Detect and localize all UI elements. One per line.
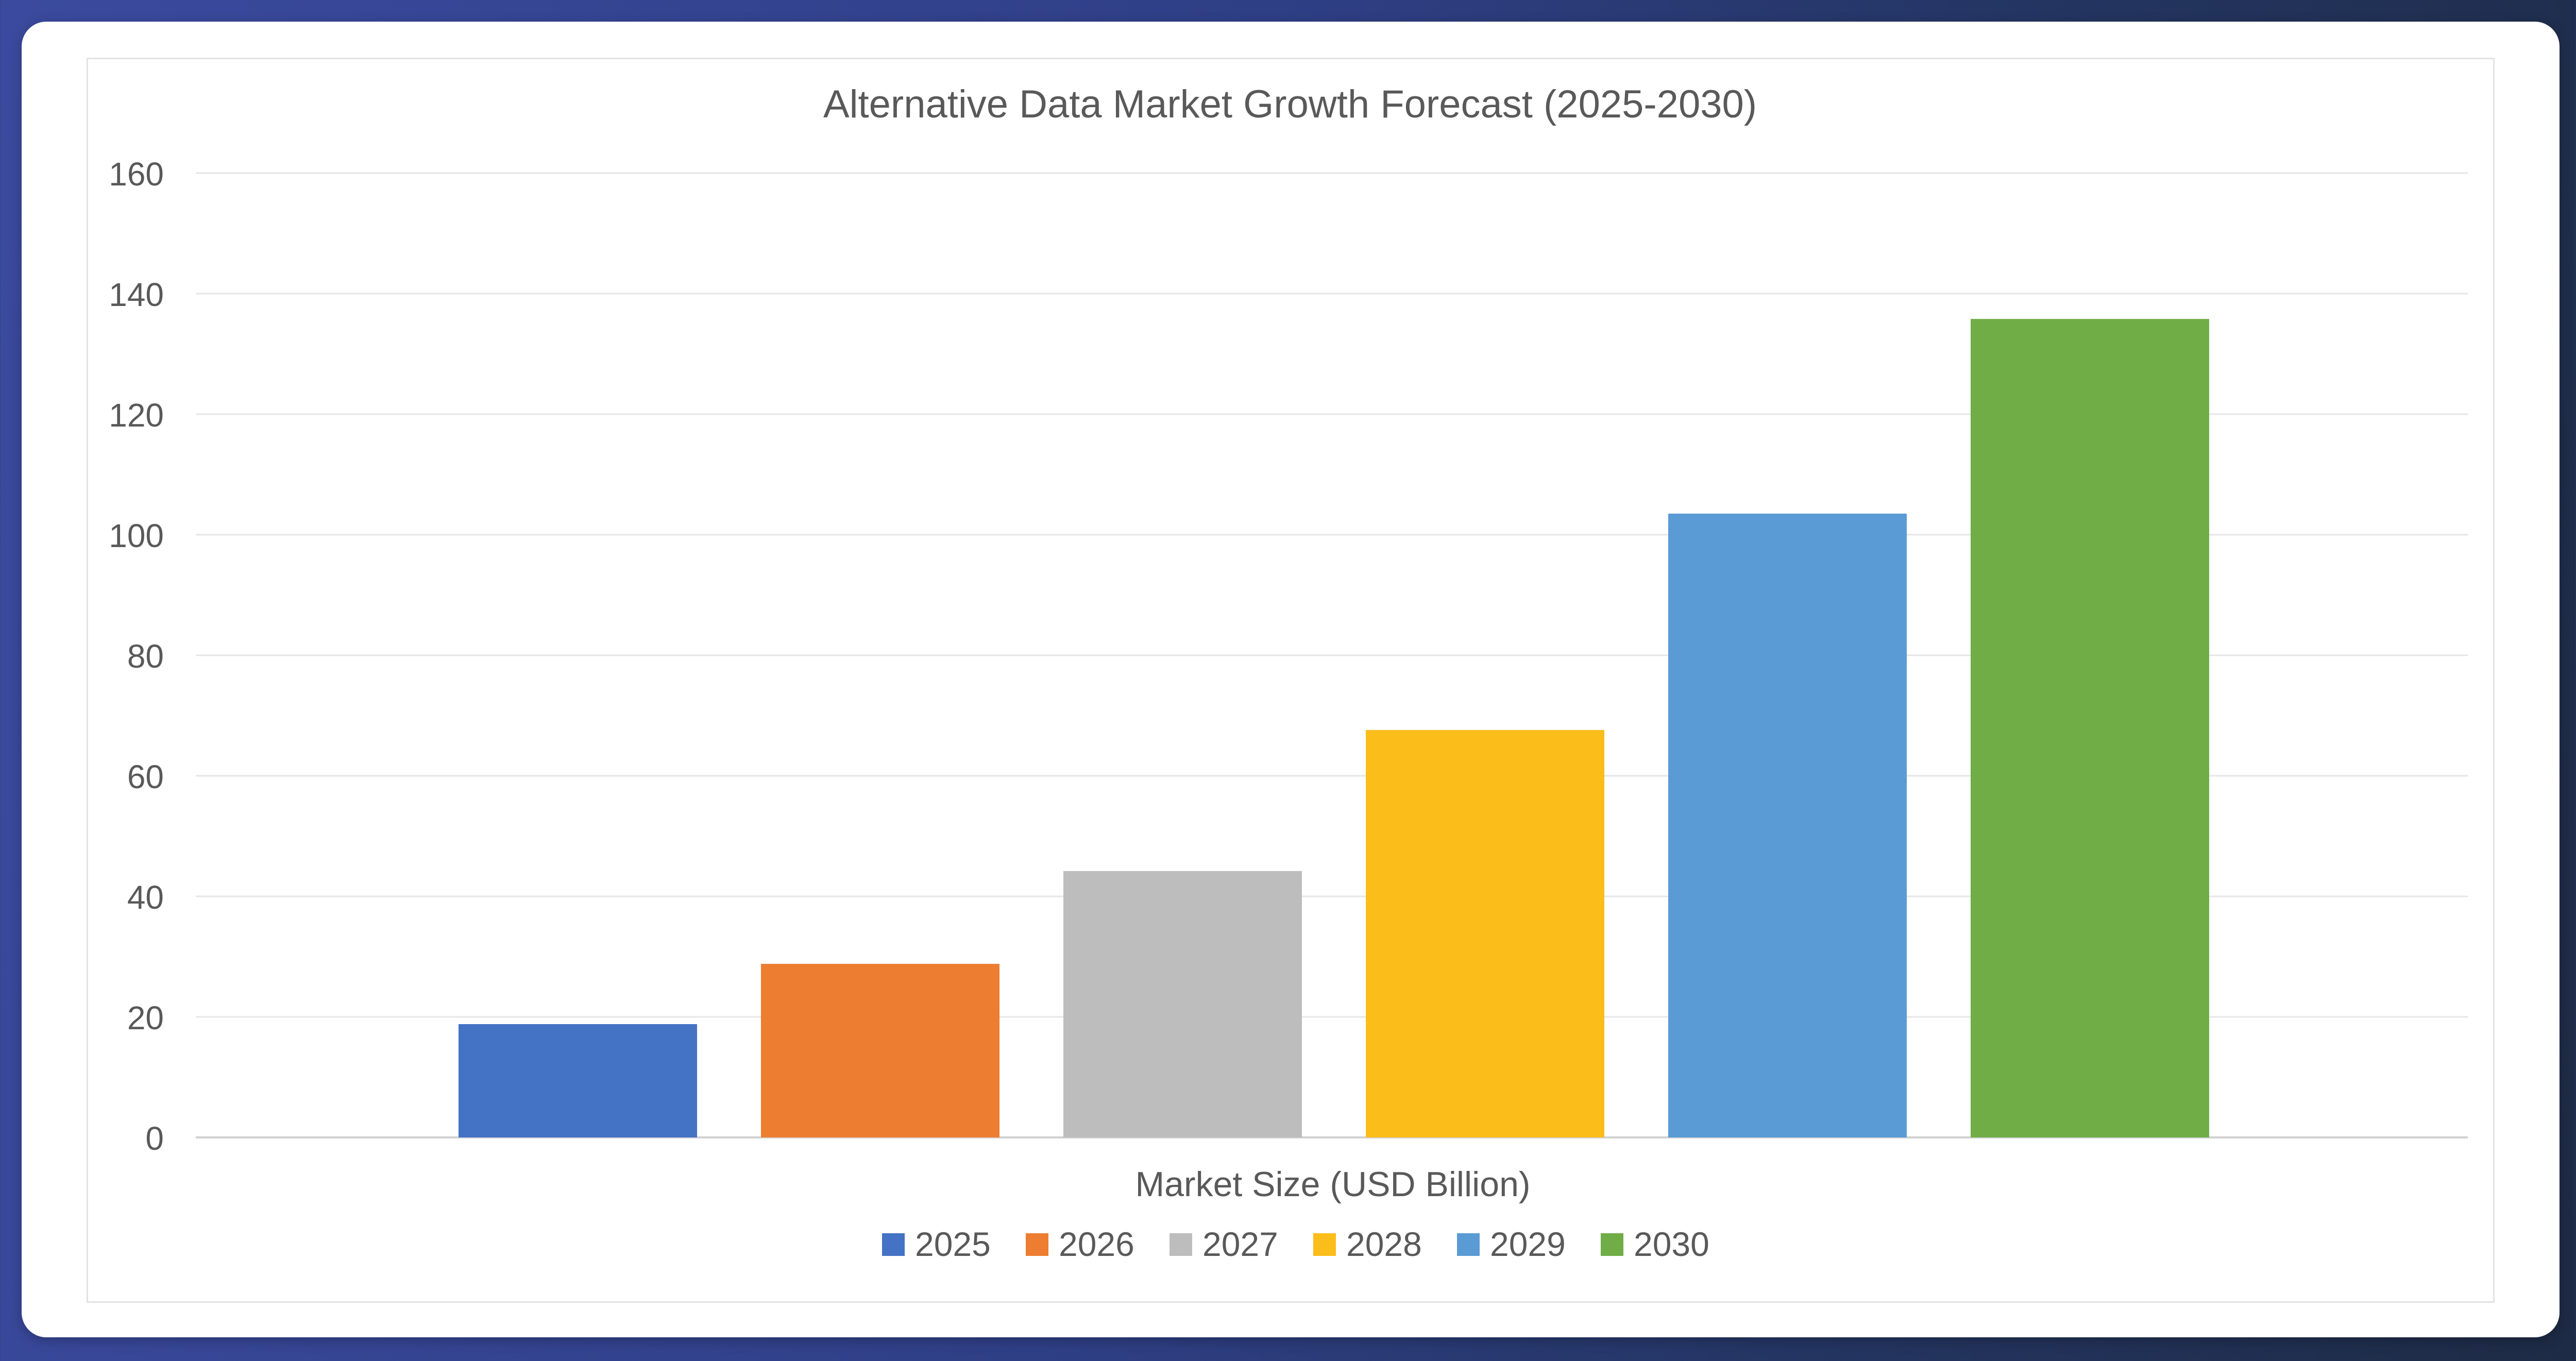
- y-tick-label: 160: [109, 156, 164, 193]
- legend-swatch: [1313, 1233, 1336, 1256]
- legend-swatch: [882, 1233, 905, 1256]
- legend-label: 2027: [1202, 1225, 1278, 1263]
- legend-swatch: [1601, 1233, 1623, 1256]
- chart-title: Alternative Data Market Growth Forecast …: [823, 82, 1757, 126]
- bar-2028: [1366, 730, 1604, 1137]
- legend-label: 2025: [915, 1225, 991, 1263]
- bars: [459, 319, 2209, 1137]
- legend-item-2028: 2028: [1313, 1225, 1422, 1263]
- y-tick-label: 60: [127, 758, 164, 795]
- bar-2030: [1971, 319, 2209, 1137]
- legend-item-2025: 2025: [882, 1225, 991, 1263]
- legend-swatch: [1026, 1233, 1048, 1256]
- legend-swatch: [1170, 1233, 1192, 1256]
- legend-item-2026: 2026: [1026, 1225, 1134, 1263]
- legend-label: 2028: [1346, 1225, 1422, 1263]
- y-tick-label: 40: [127, 879, 164, 916]
- y-tick-label: 20: [127, 999, 164, 1036]
- bar-2025: [459, 1024, 697, 1137]
- legend-label: 2029: [1490, 1225, 1566, 1263]
- legend-label: 2026: [1059, 1225, 1134, 1263]
- legend-label: 2030: [1634, 1225, 1709, 1263]
- y-tick-label: 80: [127, 638, 164, 675]
- legend: 2025 2026 2027 2028 2029 2030: [882, 1225, 1709, 1263]
- y-tick-label: 0: [145, 1120, 164, 1157]
- x-axis-label: Market Size (USD Billion): [1135, 1165, 1530, 1204]
- legend-swatch: [1457, 1233, 1480, 1256]
- bar-2027: [1063, 871, 1302, 1137]
- legend-item-2027: 2027: [1170, 1225, 1278, 1263]
- legend-item-2030: 2030: [1601, 1225, 1709, 1263]
- y-tick-label: 100: [109, 517, 164, 554]
- y-tick-label: 140: [109, 276, 164, 313]
- legend-item-2029: 2029: [1457, 1225, 1566, 1263]
- bar-2026: [761, 964, 999, 1137]
- bar-2029: [1668, 514, 1907, 1137]
- y-axis-tick-labels: 0 20 40 60 80 100 120 140 160: [109, 156, 164, 1157]
- y-tick-label: 120: [109, 397, 164, 434]
